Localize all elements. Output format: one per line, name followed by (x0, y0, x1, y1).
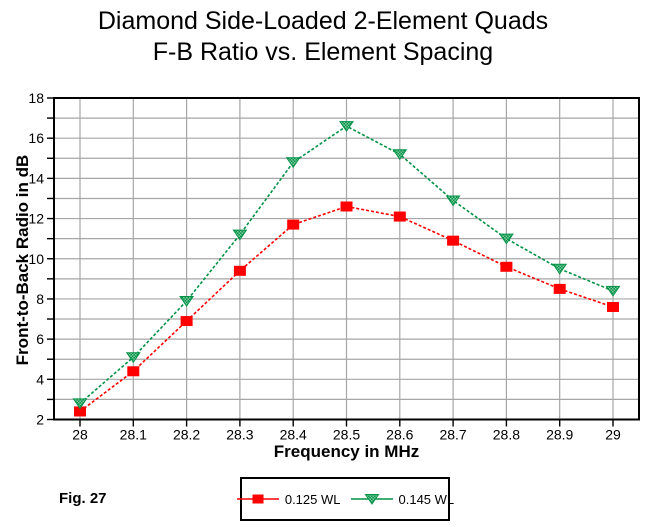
series-marker-square (127, 366, 140, 377)
x-tick-label: 28.4 (280, 427, 307, 443)
x-tick-label: 28.2 (173, 427, 200, 443)
series-0-125-wl (74, 201, 619, 417)
x-axis-title: Frequency in MHz (273, 442, 420, 461)
series-marker-square (553, 283, 566, 294)
series-marker-triangle-down (498, 233, 514, 245)
y-tick-label: 14 (28, 170, 44, 186)
series-marker-triangle-down (552, 263, 568, 275)
x-tick-label: 28.7 (439, 427, 466, 443)
legend-item-0145wl: 0.145 WL (350, 491, 455, 507)
series-marker-square (340, 201, 353, 212)
series-marker-square (233, 265, 246, 276)
x-tick-label: 28.5 (333, 427, 360, 443)
legend-sample-triangle-icon (350, 494, 393, 505)
series-0-145-wl (72, 121, 621, 410)
series-marker-triangle-down (285, 157, 301, 169)
series-marker-triangle-down (392, 149, 408, 161)
series-marker-square (447, 235, 460, 246)
legend-label: 0.145 WL (398, 491, 455, 507)
series-marker-square (500, 261, 513, 272)
chart-legend: 0.125 WL 0.145 WL (236, 477, 454, 521)
x-tick-label: 28.9 (546, 427, 573, 443)
series-marker-triangle-down (339, 121, 354, 133)
y-tick-label: 2 (36, 412, 44, 428)
series-marker-triangle-down (605, 285, 621, 297)
y-tick-label: 18 (28, 90, 44, 106)
legend-sample-square-icon (236, 494, 279, 504)
x-tick-label: 28.1 (120, 427, 147, 443)
series-marker-square (393, 211, 406, 222)
series-marker-square (607, 301, 619, 312)
figure-number-label: Fig. 27 (59, 490, 107, 507)
x-tick-label: 28.8 (493, 427, 520, 443)
y-tick-label: 10 (28, 251, 44, 267)
series-marker-square (180, 316, 193, 327)
series-marker-square (287, 219, 300, 230)
series-marker-triangle-down (72, 398, 88, 410)
x-tick-label: 28 (72, 427, 88, 443)
legend-label: 0.125 WL (284, 491, 341, 507)
chart-title-line1: Diamond Side-Loaded 2-Element Quads (97, 7, 549, 35)
y-tick-label: 12 (28, 211, 44, 227)
x-tick-label: 28.6 (386, 427, 413, 443)
y-tick-label: 6 (36, 331, 44, 347)
y-tick-label: 16 (28, 130, 44, 146)
series-marker-triangle-down (179, 295, 195, 307)
x-tick-label: 29 (605, 427, 621, 443)
legend-item-0125wl: 0.125 WL (236, 491, 341, 507)
y-axis-title: Front-to-Back Radio in dB (13, 154, 32, 366)
chart-title-line2: F-B Ratio vs. Element Spacing (152, 38, 494, 66)
series-marker-triangle-down (232, 229, 248, 241)
x-tick-label: 28.3 (226, 427, 253, 443)
series-marker-triangle-down (445, 195, 461, 207)
series-marker-triangle-down (125, 352, 141, 364)
y-tick-label: 8 (36, 291, 44, 307)
y-tick-label: 4 (36, 371, 44, 387)
